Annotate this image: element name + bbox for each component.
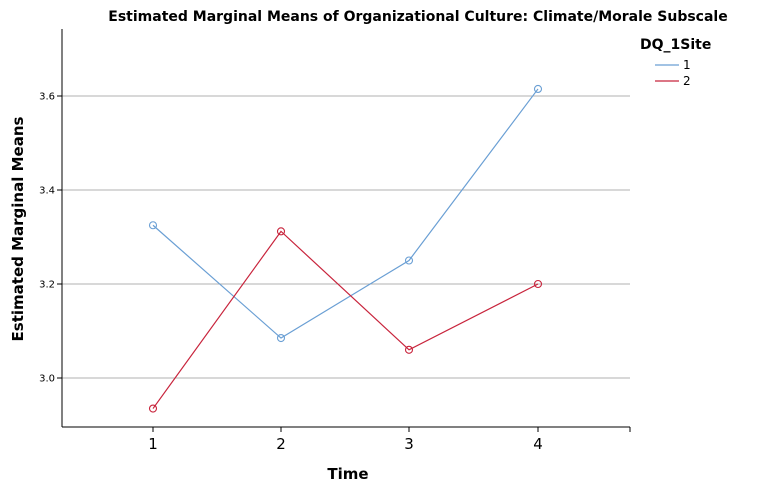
x-axis-ticks: 1 2 3 4 xyxy=(148,427,543,453)
chart-title: Estimated Marginal Means of Organization… xyxy=(108,9,727,25)
x-tick-label: 2 xyxy=(276,435,286,453)
legend-label-2: 2 xyxy=(683,74,691,88)
y-tick-label: 3.2 xyxy=(39,280,55,291)
axes xyxy=(61,29,631,432)
series-2-marker xyxy=(276,227,286,236)
series-2-line xyxy=(152,230,539,409)
series-1-line xyxy=(152,88,539,339)
series-1-marker xyxy=(404,256,414,265)
y-tick-label: 3.0 xyxy=(39,374,55,385)
legend-title: DQ_1Site xyxy=(640,37,711,53)
legend-items: 12 xyxy=(655,58,691,88)
series-2-marker xyxy=(404,345,414,354)
x-tick-label: 1 xyxy=(148,435,158,453)
legend-label-1: 1 xyxy=(683,58,691,72)
y-axis-label: Estimated Marginal Means xyxy=(9,117,27,342)
series-1-marker xyxy=(148,221,158,230)
x-axis-label: Time xyxy=(327,465,368,483)
y-tick-label: 3.6 xyxy=(39,92,55,103)
series-1-marker xyxy=(533,84,543,93)
series-1-marker xyxy=(276,333,286,343)
x-tick-label: 4 xyxy=(533,435,543,453)
y-tick-label: 3.4 xyxy=(39,186,55,197)
x-tick-label: 3 xyxy=(404,435,414,453)
y-axis-ticks: 3.0 3.2 3.4 3.6 xyxy=(39,92,62,385)
series-2-marker xyxy=(533,279,543,289)
series-group xyxy=(148,84,543,413)
gridlines xyxy=(62,95,630,379)
legend: DQ_1Site 12 xyxy=(640,37,711,88)
series-2-marker xyxy=(148,404,158,413)
